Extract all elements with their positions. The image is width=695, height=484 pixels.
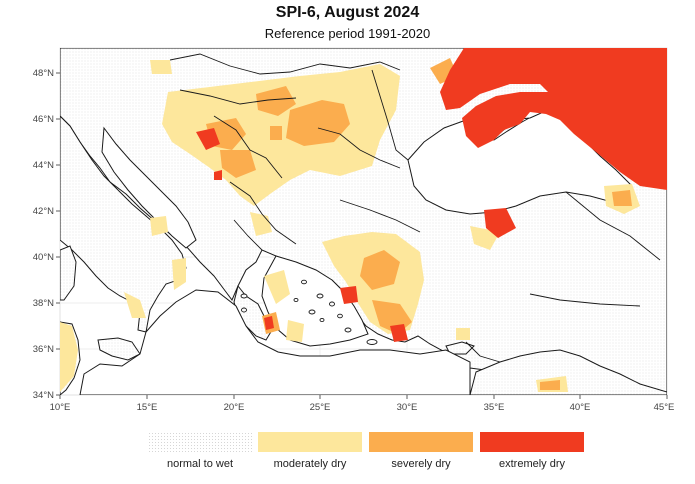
islands — [240, 279, 378, 345]
legend-item-normal: normal to wet — [148, 432, 252, 470]
land-sardinia — [60, 245, 77, 301]
land-levant — [469, 349, 667, 395]
legend-swatch-moderate — [258, 432, 362, 452]
legend-item-severe: severely dry — [369, 432, 473, 470]
y-tick-label: 42°N — [33, 206, 54, 217]
y-tick-labels: 34°N 36°N 38°N 40°N 42°N 44°N 46°N 48°N — [33, 68, 54, 401]
x-tick-label: 30°E — [397, 402, 418, 413]
y-axis-ticks — [56, 72, 60, 396]
adriatic-sea — [101, 126, 197, 249]
land-sicily — [97, 337, 141, 361]
legend-swatch-extreme — [480, 432, 584, 452]
x-tick-label: 15°E — [137, 402, 158, 413]
x-tick-label: 35°E — [484, 402, 505, 413]
x-tick-label: 45°E — [654, 402, 675, 413]
legend-item-moderate: moderately dry — [258, 432, 362, 470]
y-tick-label: 38°N — [33, 298, 54, 309]
y-tick-label: 46°N — [33, 114, 54, 125]
x-tick-label: 40°E — [570, 402, 591, 413]
land-italy — [60, 115, 187, 333]
legend-swatch-severe — [369, 432, 473, 452]
country-borders — [169, 53, 661, 363]
y-tick-label: 40°N — [33, 252, 54, 263]
legend-label-normal: normal to wet — [166, 458, 234, 470]
map-subtitle: Reference period 1991-2020 — [264, 26, 431, 41]
x-tick-labels: 10°E 15°E 20°E 25°E 30°E 35°E 40°E 45°E — [50, 402, 675, 413]
x-tick-label: 10°E — [50, 402, 71, 413]
map-title: SPI-6, August 2024 — [275, 4, 420, 21]
x-axis-ticks — [59, 395, 668, 399]
mediterranean-sea — [79, 289, 471, 395]
x-tick-label: 25°E — [310, 402, 331, 413]
y-tick-label: 36°N — [33, 344, 54, 355]
legend: normal to wet moderately dry severely dr… — [148, 432, 588, 478]
legend-label-extreme: extremely dry — [498, 458, 566, 470]
legend-label-severe: severely dry — [391, 458, 451, 470]
y-tick-label: 34°N — [33, 390, 54, 401]
y-tick-label: 44°N — [33, 160, 54, 171]
x-tick-label: 20°E — [224, 402, 245, 413]
legend-item-extreme: extremely dry — [480, 432, 584, 470]
y-tick-label: 48°N — [33, 68, 54, 79]
legend-label-moderate: moderately dry — [273, 458, 347, 470]
legend-swatch-normal — [148, 432, 252, 452]
